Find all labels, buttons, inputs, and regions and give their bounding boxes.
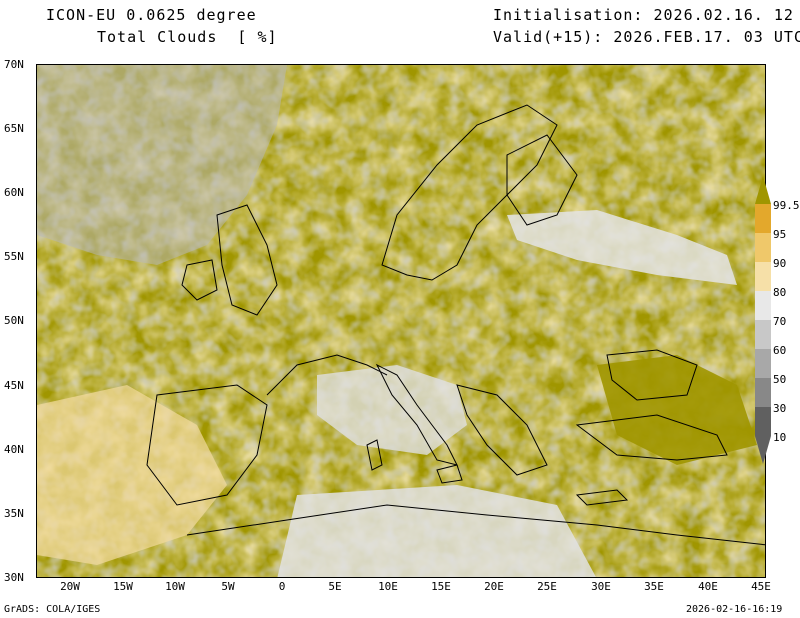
colorbar-segment [755, 378, 771, 407]
lon-label: 20W [60, 580, 80, 593]
colorbar-segment [755, 262, 771, 291]
colorbar-label: 30 [773, 402, 787, 415]
france-coast [266, 354, 388, 396]
lon-label: 5E [328, 580, 342, 593]
footer-timestamp: 2026-02-16-16:19 [686, 604, 783, 615]
finland-coast [506, 134, 578, 226]
lon-label: 35E [644, 580, 664, 593]
colorbar-segment [755, 204, 771, 233]
footer-grads: GrADS: COLA/IGES [4, 604, 101, 615]
colorbar-label: 90 [773, 257, 787, 270]
sicily-coast [436, 464, 463, 484]
lon-label: 10E [378, 580, 398, 593]
colorbar-label: 60 [773, 344, 787, 357]
colorbar-segment [755, 320, 771, 349]
north-africa-coast [186, 504, 765, 546]
north-africa-clear-area [277, 485, 596, 577]
lon-label: 25E [537, 580, 557, 593]
valid-time: Valid(+15): 2026.FEB.17. 03 UTC [493, 28, 800, 46]
lat-label: 55N [4, 250, 24, 263]
colorbar-segment [755, 349, 771, 378]
lat-label: 40N [4, 443, 24, 456]
lat-label: 45N [4, 379, 24, 392]
lon-label: 10W [165, 580, 185, 593]
cloud-map-svg [37, 65, 765, 577]
cloud-map [36, 64, 766, 578]
lat-label: 30N [4, 571, 24, 584]
colorbar-bottom-arrow [755, 436, 771, 464]
colorbar-label: 80 [773, 286, 787, 299]
map-title: ICON-EU 0.0625 degree [46, 6, 257, 24]
baltic-clear-area [507, 210, 737, 285]
lon-label: 15W [113, 580, 133, 593]
coastlines [146, 104, 765, 546]
colorbar-label: 10 [773, 431, 787, 444]
lat-label: 60N [4, 186, 24, 199]
colorbar-label: 99.5 [773, 199, 800, 212]
lon-label: 0 [278, 580, 286, 593]
colorbar-segment [755, 291, 771, 320]
lon-label: 40E [698, 580, 718, 593]
lon-label: 20E [484, 580, 504, 593]
balkans-coast [456, 384, 548, 476]
map-variable: Total Clouds [ %] [97, 28, 278, 46]
sardinia-coast [366, 439, 383, 471]
crete-coast [575, 489, 629, 506]
colorbar-label: 70 [773, 315, 787, 328]
colorbar-label: 95 [773, 228, 787, 241]
lat-label: 35N [4, 507, 24, 520]
atlantic-broken-cloud [37, 65, 287, 265]
colorbar-segment [755, 407, 771, 436]
colorbar-top-arrow [755, 176, 771, 204]
colorbar-label: 50 [773, 373, 787, 386]
colorbar [755, 176, 771, 464]
turkey-coast [575, 414, 728, 461]
lat-label: 65N [4, 122, 24, 135]
lat-label: 70N [4, 58, 24, 71]
mediterranean-clear-area [317, 365, 467, 455]
lon-label: 45E [751, 580, 771, 593]
colorbar-segment [755, 233, 771, 262]
lon-label: 5W [221, 580, 235, 593]
lon-label: 30E [591, 580, 611, 593]
iberia-coast [146, 384, 268, 506]
scandinavia-coast [381, 104, 558, 281]
iberian-high-cloud [37, 385, 227, 565]
lat-label: 50N [4, 314, 24, 327]
great-britain-coast [216, 204, 278, 316]
ireland-coast [181, 259, 218, 301]
lon-label: 15E [431, 580, 451, 593]
initialisation-time: Initialisation: 2026.02.16. 12 UTC [493, 6, 800, 24]
black-sea-coast [606, 349, 698, 401]
black-sea-overcast [597, 355, 757, 465]
